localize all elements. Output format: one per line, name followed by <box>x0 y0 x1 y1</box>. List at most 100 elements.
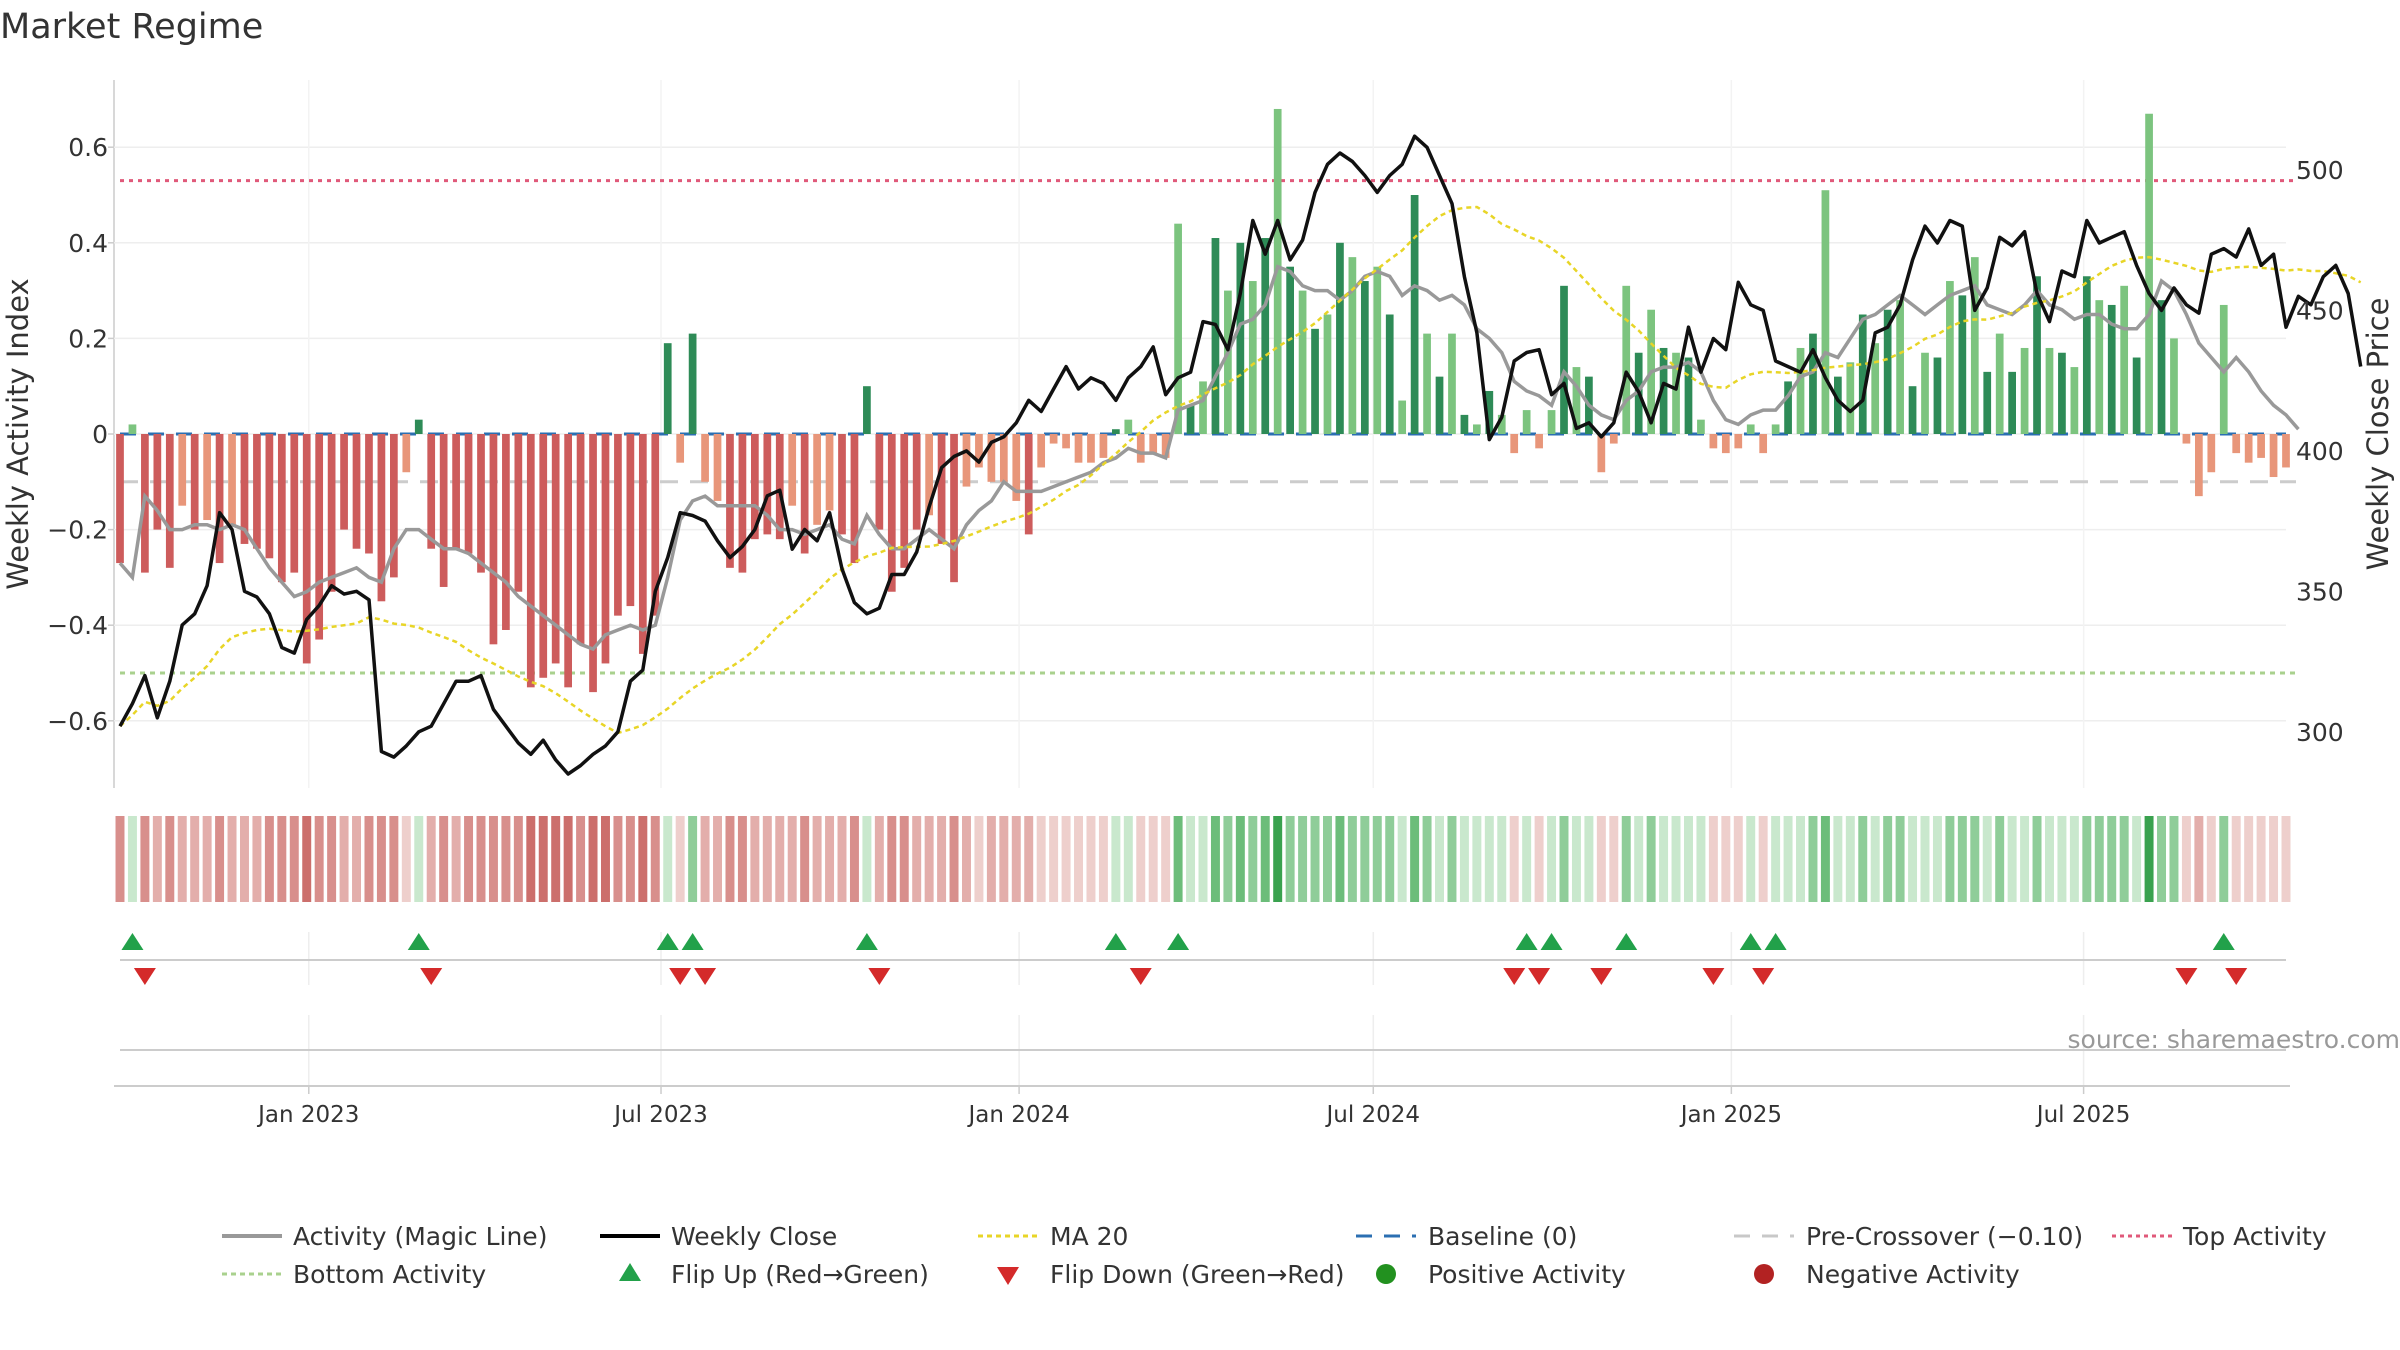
regime-strip-cell <box>1098 816 1108 902</box>
activity-bar <box>1796 347 1805 434</box>
regime-strip-cell <box>849 816 859 902</box>
activity-bar <box>726 434 734 568</box>
activity-bar <box>2282 434 2290 468</box>
activity-bar <box>875 434 884 530</box>
activity-bar <box>2132 357 2141 434</box>
activity-bar <box>352 434 361 549</box>
activity-bar <box>1771 424 1780 434</box>
regime-strip-cell <box>1696 816 1706 902</box>
regime-strip-cell <box>464 816 474 902</box>
regime-strip-cell <box>2132 816 2142 902</box>
regime-strip-cell <box>1684 816 1693 902</box>
activity-bar <box>1485 390 1494 434</box>
regime-strip-cell <box>1982 816 1992 902</box>
regime-strip-cell <box>215 816 225 902</box>
activity-bar <box>1846 362 1855 434</box>
regime-strip-cell <box>538 816 548 902</box>
activity-bar <box>1572 367 1581 434</box>
activity-bar <box>1261 238 1270 434</box>
regime-strip-cell <box>825 816 835 902</box>
regime-strip-cell <box>1049 816 1059 902</box>
y-tick-label-left: 0.4 <box>68 229 108 258</box>
activity-bar <box>1236 242 1245 434</box>
activity-bar <box>1821 190 1830 434</box>
activity-bar <box>1460 414 1469 434</box>
legend-label: Activity (Magic Line) <box>293 1222 547 1251</box>
regime-strip-cell <box>152 816 162 902</box>
activity-bar <box>1622 285 1631 434</box>
activity-bar <box>128 424 137 434</box>
legend-label: Weekly Close <box>671 1222 837 1251</box>
regime-strip-cell <box>576 816 586 902</box>
activity-bar <box>663 343 672 434</box>
flip-down-marker <box>1702 968 1725 985</box>
activity-bar <box>514 434 523 592</box>
activity-bar <box>1024 434 1033 535</box>
regime-strip-cell <box>302 816 312 902</box>
legend-item-weekly-close: Weekly Close <box>600 1222 837 1251</box>
source-note: source: sharemaestro.com <box>2068 1025 2400 1054</box>
regime-strip-cell <box>1173 816 1183 902</box>
legend-label: Flip Down (Green→Red) <box>1050 1260 1345 1289</box>
activity-bar <box>1087 434 1095 463</box>
regime-strip-cell <box>1621 816 1631 902</box>
flip-up-marker <box>1104 933 1127 950</box>
regime-strip-cell <box>2057 816 2067 902</box>
flip-down-marker <box>133 968 156 985</box>
flip-down-marker <box>1503 968 1526 985</box>
regime-strip-cell <box>2269 816 2279 902</box>
x-tick-label: Jan 2023 <box>256 1102 359 1128</box>
activity-bar <box>165 434 174 568</box>
flip-down-marker <box>1590 968 1613 985</box>
activity-bar <box>738 434 747 573</box>
activity-bar <box>2045 347 2054 434</box>
legend-label: Negative Activity <box>1806 1260 2020 1289</box>
regime-strip-cell <box>588 816 598 902</box>
regime-strip-cell <box>364 816 374 902</box>
activity-bar <box>975 434 983 468</box>
regime-strip-cell <box>1596 816 1606 902</box>
regime-strip-cell <box>1298 816 1308 902</box>
activity-bar <box>1560 285 1568 434</box>
regime-strip-cell <box>601 816 610 902</box>
activity-bar <box>1211 238 1220 434</box>
regime-strip-cell <box>563 816 573 902</box>
regime-strip-cell <box>1945 816 1955 902</box>
y-tick-label-left: 0 <box>92 420 108 449</box>
activity-bar <box>340 434 348 530</box>
regime-strip-cell <box>1609 816 1619 902</box>
activity-bar <box>800 434 809 554</box>
activity-bar <box>2107 304 2116 434</box>
activity-bar <box>290 434 299 573</box>
y-tick-label-left: −0.2 <box>47 516 108 545</box>
activity-bar <box>327 434 336 592</box>
regime-strip-cell <box>2007 816 2017 902</box>
regime-strip-cell <box>414 816 424 902</box>
regime-strip-cell <box>2069 816 2079 902</box>
flip-up-marker <box>407 933 430 950</box>
activity-bar <box>775 434 784 540</box>
activity-bar <box>1385 314 1394 434</box>
activity-bar <box>315 434 324 640</box>
activity-bar <box>265 434 274 559</box>
flip-up-marker <box>1615 933 1638 950</box>
regime-strip-cell <box>1497 816 1507 902</box>
y-tick-label-right: 500 <box>2296 156 2344 185</box>
activity-bar <box>651 434 660 616</box>
regime-strip-cell <box>675 816 685 902</box>
regime-strip-cell <box>127 816 137 902</box>
activity-bar <box>1809 333 1817 434</box>
regime-strip-cell <box>277 816 287 902</box>
activity-bar <box>215 434 224 564</box>
regime-strip-cell <box>737 816 747 902</box>
regime-strip-cell <box>451 816 461 902</box>
activity-bar <box>1186 405 1195 434</box>
regime-strip-cell <box>2032 816 2042 902</box>
activity-bars <box>116 108 2290 693</box>
regime-strip-cell <box>638 816 648 902</box>
activity-bar <box>2195 434 2203 497</box>
regime-strip-cell <box>2094 816 2104 902</box>
regime-strip-cell <box>1086 816 1096 902</box>
legend: Activity (Magic Line) Weekly Close MA 20… <box>222 1222 2327 1289</box>
